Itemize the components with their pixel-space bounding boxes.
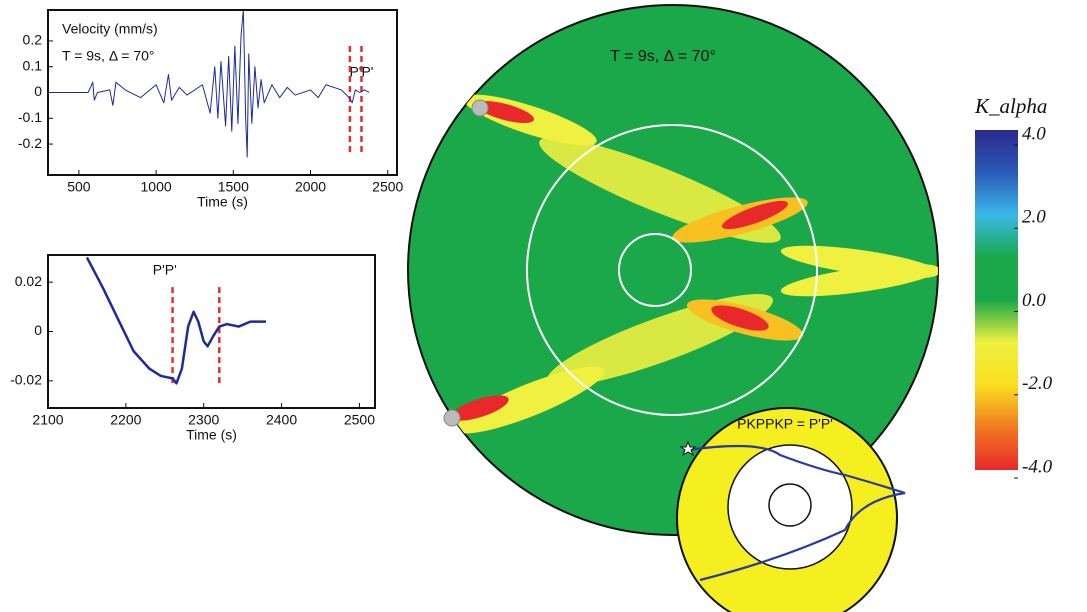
x-tick-label: 2500 — [344, 412, 375, 428]
colorbar-tick-label: -2.0 — [1022, 373, 1053, 394]
waveform — [85, 256, 266, 385]
x-tick-label: 1500 — [218, 179, 249, 195]
y-tick-label: -0.02 — [10, 372, 42, 388]
phase-label: P'P' — [153, 262, 177, 278]
colorbar — [975, 130, 1018, 470]
inset-star — [679, 440, 697, 457]
line-chart: -0.2 -0.1 0 0.1 0.2 500 1000 1500 2000 2500 Time (… — [18, 9, 404, 210]
inset-inner-core — [768, 483, 812, 527]
plot-frame — [47, 9, 398, 176]
icb-circle — [618, 233, 692, 307]
colorbar-tick-label: 4.0 — [1022, 123, 1046, 144]
colorbar-tick-label: -4.0 — [1022, 456, 1053, 477]
x-tick-label: 2000 — [295, 179, 326, 195]
colorbar-tick-label: 2.0 — [1022, 207, 1046, 228]
x-axis-label: Time (s) — [197, 194, 248, 210]
x-tick-label: 1000 — [141, 179, 172, 195]
kernel-annotation: T = 9s, Δ = 70° — [610, 48, 716, 65]
ray-path — [687, 444, 906, 582]
x-tick-label: 2100 — [32, 412, 63, 428]
x-tick-label: 2500 — [372, 179, 403, 195]
x-tick-label: 500 — [67, 179, 91, 195]
receiver — [443, 409, 461, 427]
y-tick-label: 0.1 — [23, 57, 43, 73]
line-chart: -0.02 0 0.02 2100 2200 2300 2400 2500 Time (s) P'… — [10, 254, 376, 443]
y-tick-label: -0.2 — [18, 135, 42, 151]
y-tick-label: 0.02 — [15, 273, 42, 289]
colorbar-title: K_alpha — [974, 94, 1047, 118]
plot-frame — [47, 254, 376, 409]
cmb-circle — [526, 124, 818, 416]
y-tick-label: 0.2 — [23, 32, 43, 48]
colorbar-tick-label: 0.0 — [1022, 290, 1046, 311]
kernel-blobs — [451, 94, 938, 434]
source — [471, 99, 489, 117]
x-tick-label: 2200 — [110, 412, 141, 428]
y-tick-label: 0 — [34, 83, 42, 99]
inset-title: PKPPKP = P'P' — [737, 416, 833, 432]
x-tick-label: 2300 — [188, 412, 219, 428]
y-tick-label: 0 — [34, 322, 42, 338]
x-axis-label: Time (s) — [186, 427, 237, 443]
annotation: T = 9s, Δ = 70° — [62, 48, 155, 64]
y-tick-label: -0.1 — [18, 109, 42, 125]
annotation: Velocity (mm/s) — [62, 21, 158, 37]
ray-inset: PKPPKP = P'P' — [676, 407, 906, 612]
x-tick-label: 2400 — [266, 412, 297, 428]
kernel-map: T = 9s, Δ = 70° — [407, 4, 939, 536]
waveform — [48, 9, 370, 158]
